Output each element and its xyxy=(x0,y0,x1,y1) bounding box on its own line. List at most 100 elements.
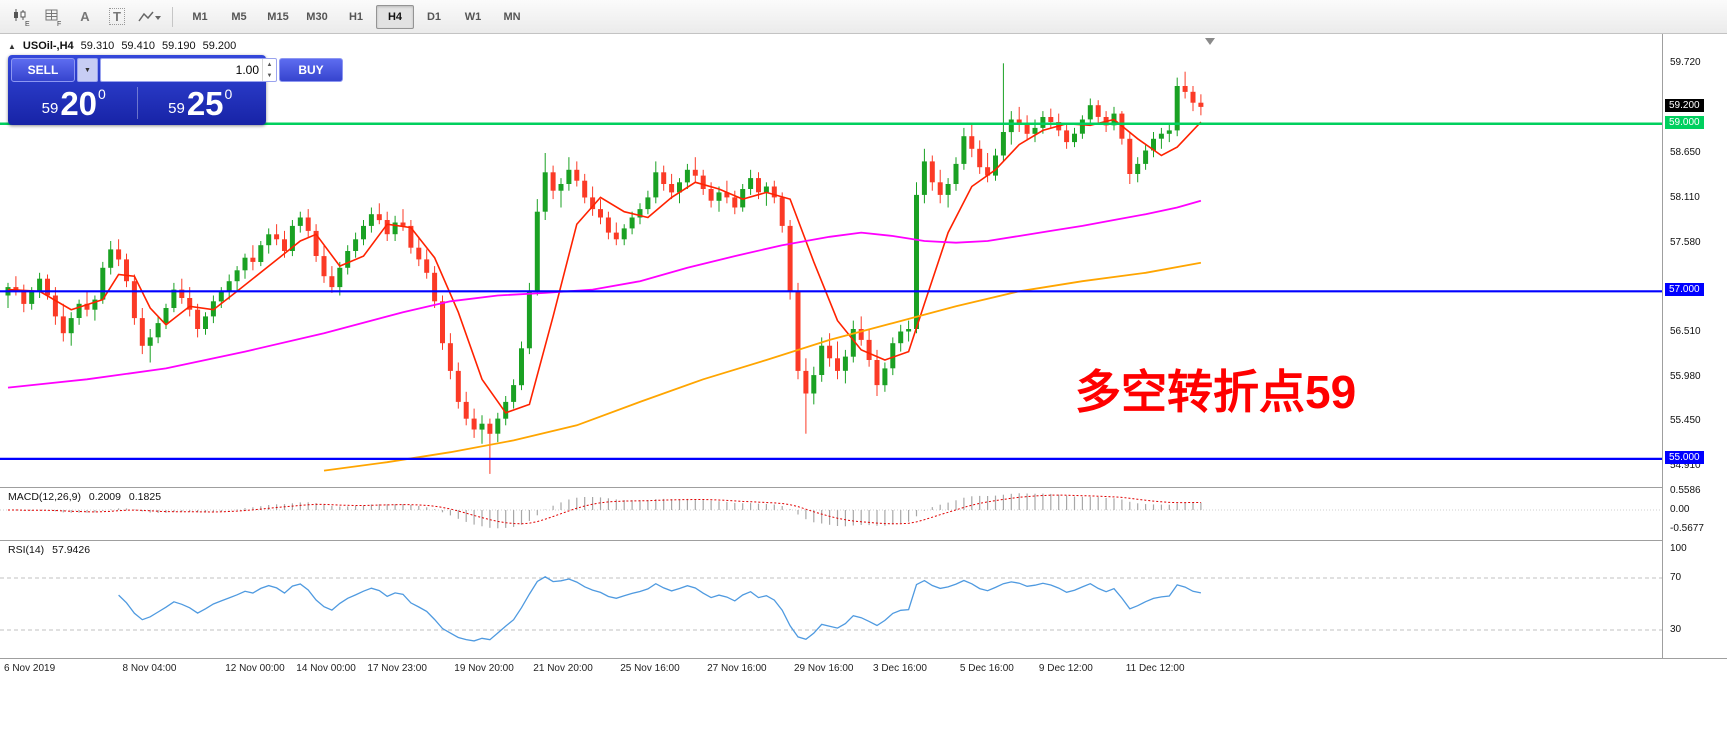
ask-point-digit: 0 xyxy=(224,86,233,102)
collapse-panel-icon[interactable]: ▲ xyxy=(8,41,16,51)
time-axis-label: 19 Nov 20:00 xyxy=(454,663,514,674)
grid-icon: F xyxy=(45,9,61,26)
macd-title: MACD(12,26,9) xyxy=(8,491,81,503)
slow-ma-line xyxy=(323,261,1202,472)
timeframe-button-m1[interactable]: M1 xyxy=(192,10,208,23)
rsi-panel[interactable]: RSI(14) 57.9426 xyxy=(0,540,1662,658)
time-axis-label: 5 Dec 16:00 xyxy=(959,663,1014,674)
rsi-axis-label: 30 xyxy=(1670,624,1682,635)
candlestick-chart-icon-button[interactable]: E xyxy=(6,4,36,30)
time-axis[interactable]: 6 Nov 2019 8 Nov 04:00 12 Nov 00:00 14 Nov … xyxy=(0,658,1727,683)
timeframe-button-m5[interactable]: M5 xyxy=(231,10,247,23)
macd-label: MACD(12,26,9) 0.2009 0.1825 xyxy=(8,491,166,503)
price-axis-label: 55.450 xyxy=(1670,415,1701,427)
main-toolbar: E F A T M1 M5 M15 M30 H1 H4 D1 W1 MN xyxy=(0,0,1727,34)
rsi-axis-label: 70 xyxy=(1670,572,1682,583)
time-axis-label: 3 Dec 16:00 xyxy=(873,663,927,674)
chart-shift-marker[interactable] xyxy=(1205,38,1215,45)
timeframe-toolbar: M1 M5 M15 M30 H1 H4 D1 W1 MN xyxy=(181,4,531,29)
price-axis-label: 54.910 xyxy=(1670,460,1701,472)
volume-increase-button[interactable]: ▲ xyxy=(266,61,273,68)
rsi-value: 57.9426 xyxy=(52,544,91,556)
bid-head: 59 xyxy=(41,100,59,117)
price-marker-57.000: 57.000 xyxy=(1665,283,1704,297)
ask-big-digits: 25 xyxy=(186,85,224,123)
price-axis-label: 55.980 xyxy=(1670,370,1701,382)
rsi-line xyxy=(118,576,1202,642)
macd-axis-label: -0.5677 xyxy=(1670,523,1704,535)
price-axis[interactable]: 59.720 58.650 58.110 57.580 56.510 55.980 55.4… xyxy=(1662,34,1727,658)
high-value: 59.410 xyxy=(121,40,155,52)
price-chart-canvas[interactable] xyxy=(0,34,1662,487)
timeframe-button-d1[interactable]: D1 xyxy=(426,10,442,23)
timeframe-button-h4[interactable]: H4 xyxy=(376,4,414,29)
macd-signal-value: 0.1825 xyxy=(128,491,162,503)
timeframe-button-m15[interactable]: M15 xyxy=(267,10,289,23)
macd-canvas[interactable] xyxy=(0,488,1662,540)
time-axis-label: 6 Nov 2019 xyxy=(4,663,56,674)
ask-price-display[interactable]: 59 25 0 xyxy=(138,84,264,122)
low-value: 59.190 xyxy=(161,40,196,52)
volume-decrease-button[interactable]: ▼ xyxy=(266,72,273,79)
time-axis-label: 29 Nov 16:00 xyxy=(794,663,854,674)
sell-button[interactable]: SELL xyxy=(11,58,75,82)
rsi-canvas[interactable] xyxy=(0,541,1662,658)
svg-text:E: E xyxy=(25,21,30,26)
close-value: 59.200 xyxy=(202,40,237,52)
rsi-title: RSI(14) xyxy=(8,544,45,556)
rsi-axis-label: 100 xyxy=(1670,543,1687,554)
trade-panel-divider xyxy=(136,87,138,119)
time-axis-label: 27 Nov 16:00 xyxy=(707,663,767,674)
time-axis-label: 9 Dec 12:00 xyxy=(1038,663,1093,674)
price-axis-label: 58.110 xyxy=(1670,192,1700,204)
grid-icon-button[interactable]: F xyxy=(38,4,68,30)
annotation-text: 多空转折点59 xyxy=(1075,366,1357,418)
open-value: 59.310 xyxy=(80,40,115,52)
candles-layer xyxy=(5,63,1204,474)
price-axis-label: 59.720 xyxy=(1670,57,1701,69)
toolbar-separator xyxy=(172,6,173,27)
medium-ma-line xyxy=(7,199,1202,389)
price-axis-label: 58.650 xyxy=(1670,146,1701,158)
price-marker-59.200: 59.200 xyxy=(1665,98,1704,112)
time-axis-label: 11 Dec 12:00 xyxy=(1125,663,1185,674)
timeframe-button-w1[interactable]: W1 xyxy=(464,10,482,23)
time-axis-label: 21 Nov 20:00 xyxy=(533,663,593,674)
one-click-trade-panel: SELL ▼ ▲ ▼ BUY 59 20 0 xyxy=(8,55,343,125)
macd-histogram xyxy=(15,493,1202,529)
time-axis-label: 12 Nov 00:00 xyxy=(225,663,285,674)
time-axis-label: 17 Nov 23:00 xyxy=(367,663,427,674)
label-tool-icon[interactable]: T xyxy=(102,4,132,30)
quote-header: ▲ USOil-,H4 59.310 59.410 59.190 59.200 xyxy=(8,40,236,52)
time-axis-label: 14 Nov 00:00 xyxy=(296,663,356,674)
ask-head: 59 xyxy=(168,100,185,117)
symbol-name: USOil-,H4 xyxy=(22,40,74,52)
volume-dropdown-button[interactable]: ▼ xyxy=(77,58,98,82)
macd-value: 0.2009 xyxy=(88,491,121,503)
volume-field: ▲ ▼ xyxy=(100,58,277,82)
indicator-tool-icon[interactable] xyxy=(134,4,164,30)
fast-ma-line xyxy=(7,118,1202,414)
timeframe-button-m30[interactable]: M30 xyxy=(306,10,328,23)
time-axis-label: 8 Nov 04:00 xyxy=(122,663,177,674)
svg-text:F: F xyxy=(57,21,61,26)
price-axis-label: 56.510 xyxy=(1670,326,1701,338)
buy-button[interactable]: BUY xyxy=(279,58,343,82)
volume-stepper: ▲ ▼ xyxy=(262,59,276,81)
rsi-label: RSI(14) 57.9426 xyxy=(8,544,95,556)
text-tool-icon[interactable]: A xyxy=(80,9,90,24)
macd-signal-line xyxy=(8,494,1201,525)
zigzag-icon xyxy=(138,11,161,21)
volume-input[interactable] xyxy=(101,59,262,81)
macd-axis-label: 0.5586 xyxy=(1670,485,1701,496)
macd-panel[interactable]: MACD(12,26,9) 0.2009 0.1825 xyxy=(0,487,1662,540)
bid-point-digit: 0 xyxy=(98,86,106,102)
bid-price-display[interactable]: 59 20 0 xyxy=(11,84,137,122)
timeframe-button-h1[interactable]: H1 xyxy=(348,10,364,23)
price-chart-area[interactable]: ▲ USOil-,H4 59.310 59.410 59.190 59.200 … xyxy=(0,34,1662,487)
timeframe-button-mn[interactable]: MN xyxy=(503,10,521,23)
bid-big-digits: 20 xyxy=(60,85,98,123)
price-marker-59.000: 59.000 xyxy=(1665,115,1704,129)
macd-axis-label: 0.00 xyxy=(1670,504,1690,515)
